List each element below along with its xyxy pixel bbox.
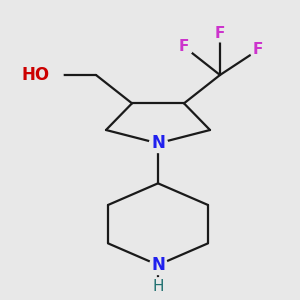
- Text: N: N: [151, 256, 165, 274]
- Text: HO: HO: [22, 66, 50, 84]
- Text: H: H: [152, 279, 164, 294]
- Text: N: N: [151, 134, 165, 152]
- Text: F: F: [179, 39, 189, 54]
- Text: F: F: [215, 26, 225, 41]
- Text: F: F: [253, 43, 263, 58]
